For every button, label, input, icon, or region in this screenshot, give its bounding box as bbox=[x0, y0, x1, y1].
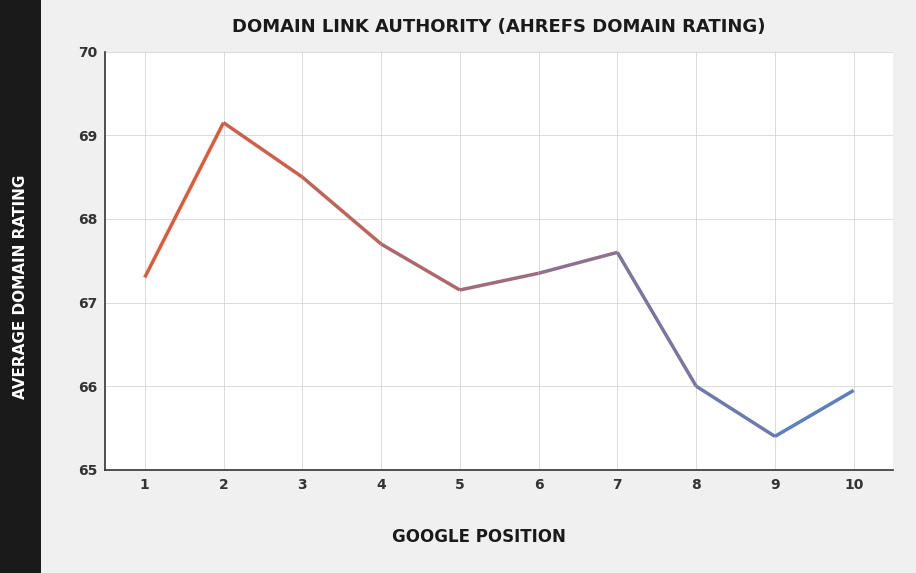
Text: GOOGLE POSITION: GOOGLE POSITION bbox=[392, 528, 565, 545]
Title: DOMAIN LINK AUTHORITY (AHREFS DOMAIN RATING): DOMAIN LINK AUTHORITY (AHREFS DOMAIN RAT… bbox=[233, 18, 766, 36]
Text: AVERAGE DOMAIN RATING: AVERAGE DOMAIN RATING bbox=[13, 174, 28, 399]
